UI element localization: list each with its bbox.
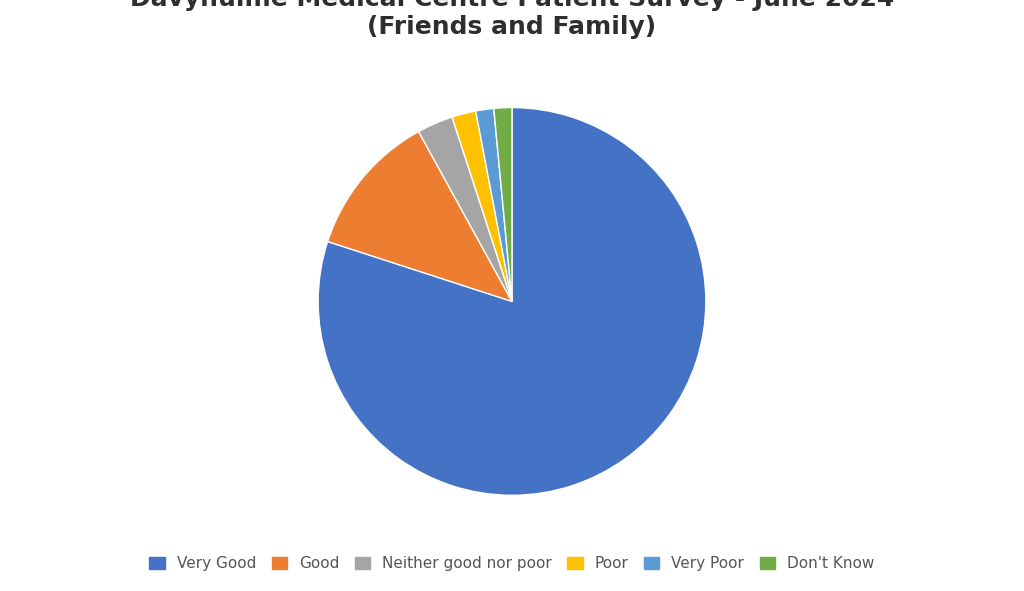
Title: Davyhulme Medical Centre Patient Survey - June 2024
(Friends and Family): Davyhulme Medical Centre Patient Survey …: [130, 0, 894, 39]
Legend: Very Good, Good, Neither good nor poor, Poor, Very Poor, Don't Know: Very Good, Good, Neither good nor poor, …: [143, 550, 881, 577]
Wedge shape: [453, 111, 512, 301]
Wedge shape: [419, 117, 512, 301]
Wedge shape: [494, 108, 512, 301]
Wedge shape: [476, 108, 512, 301]
Wedge shape: [328, 132, 512, 301]
Wedge shape: [318, 108, 706, 495]
